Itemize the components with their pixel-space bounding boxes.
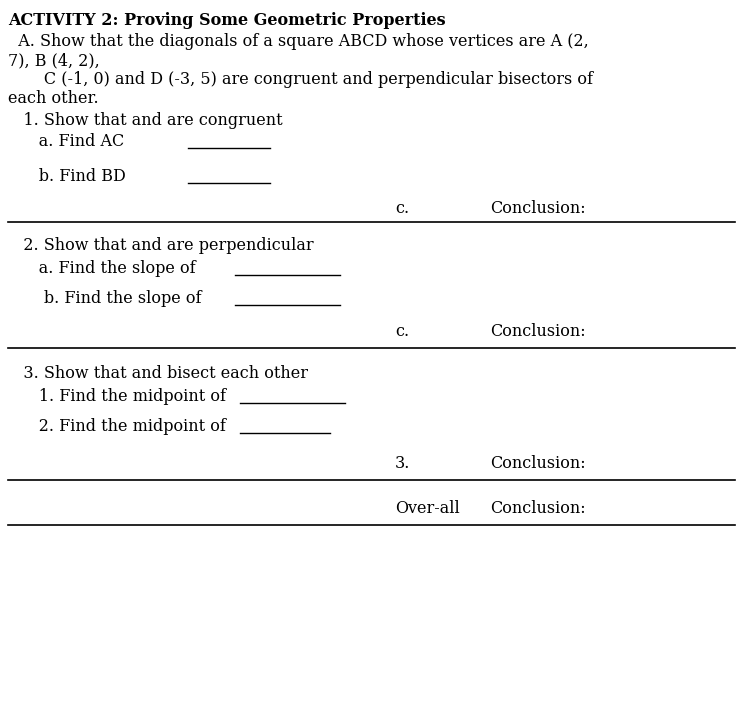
Text: 2. Show that and are perpendicular: 2. Show that and are perpendicular: [8, 237, 314, 254]
Text: Conclusion:: Conclusion:: [490, 200, 585, 217]
Text: a. Find the slope of: a. Find the slope of: [8, 260, 195, 277]
Text: a. Find AC: a. Find AC: [8, 133, 124, 150]
Text: Over-all: Over-all: [395, 500, 460, 517]
Text: 2. Find the midpoint of: 2. Find the midpoint of: [8, 418, 226, 435]
Text: 3. Show that and bisect each other: 3. Show that and bisect each other: [8, 365, 308, 382]
Text: b. Find the slope of: b. Find the slope of: [8, 290, 201, 307]
Text: A. Show that the diagonals of a square ABCD whose vertices are A (2,: A. Show that the diagonals of a square A…: [8, 33, 588, 50]
Text: b. Find BD: b. Find BD: [8, 168, 126, 185]
Text: 3.: 3.: [395, 455, 410, 472]
Text: ACTIVITY 2: Proving Some Geometric Properties: ACTIVITY 2: Proving Some Geometric Prope…: [8, 12, 446, 29]
Text: 7), B (4, 2),: 7), B (4, 2),: [8, 52, 100, 69]
Text: Conclusion:: Conclusion:: [490, 455, 585, 472]
Text: Conclusion:: Conclusion:: [490, 500, 585, 517]
Text: 1. Show that and are congruent: 1. Show that and are congruent: [8, 112, 282, 129]
Text: c.: c.: [395, 200, 409, 217]
Text: c.: c.: [395, 323, 409, 340]
Text: each other.: each other.: [8, 90, 99, 107]
Text: C (-1, 0) and D (-3, 5) are congruent and perpendicular bisectors of: C (-1, 0) and D (-3, 5) are congruent an…: [8, 71, 593, 88]
Text: 1. Find the midpoint of: 1. Find the midpoint of: [8, 388, 226, 405]
Text: Conclusion:: Conclusion:: [490, 323, 585, 340]
